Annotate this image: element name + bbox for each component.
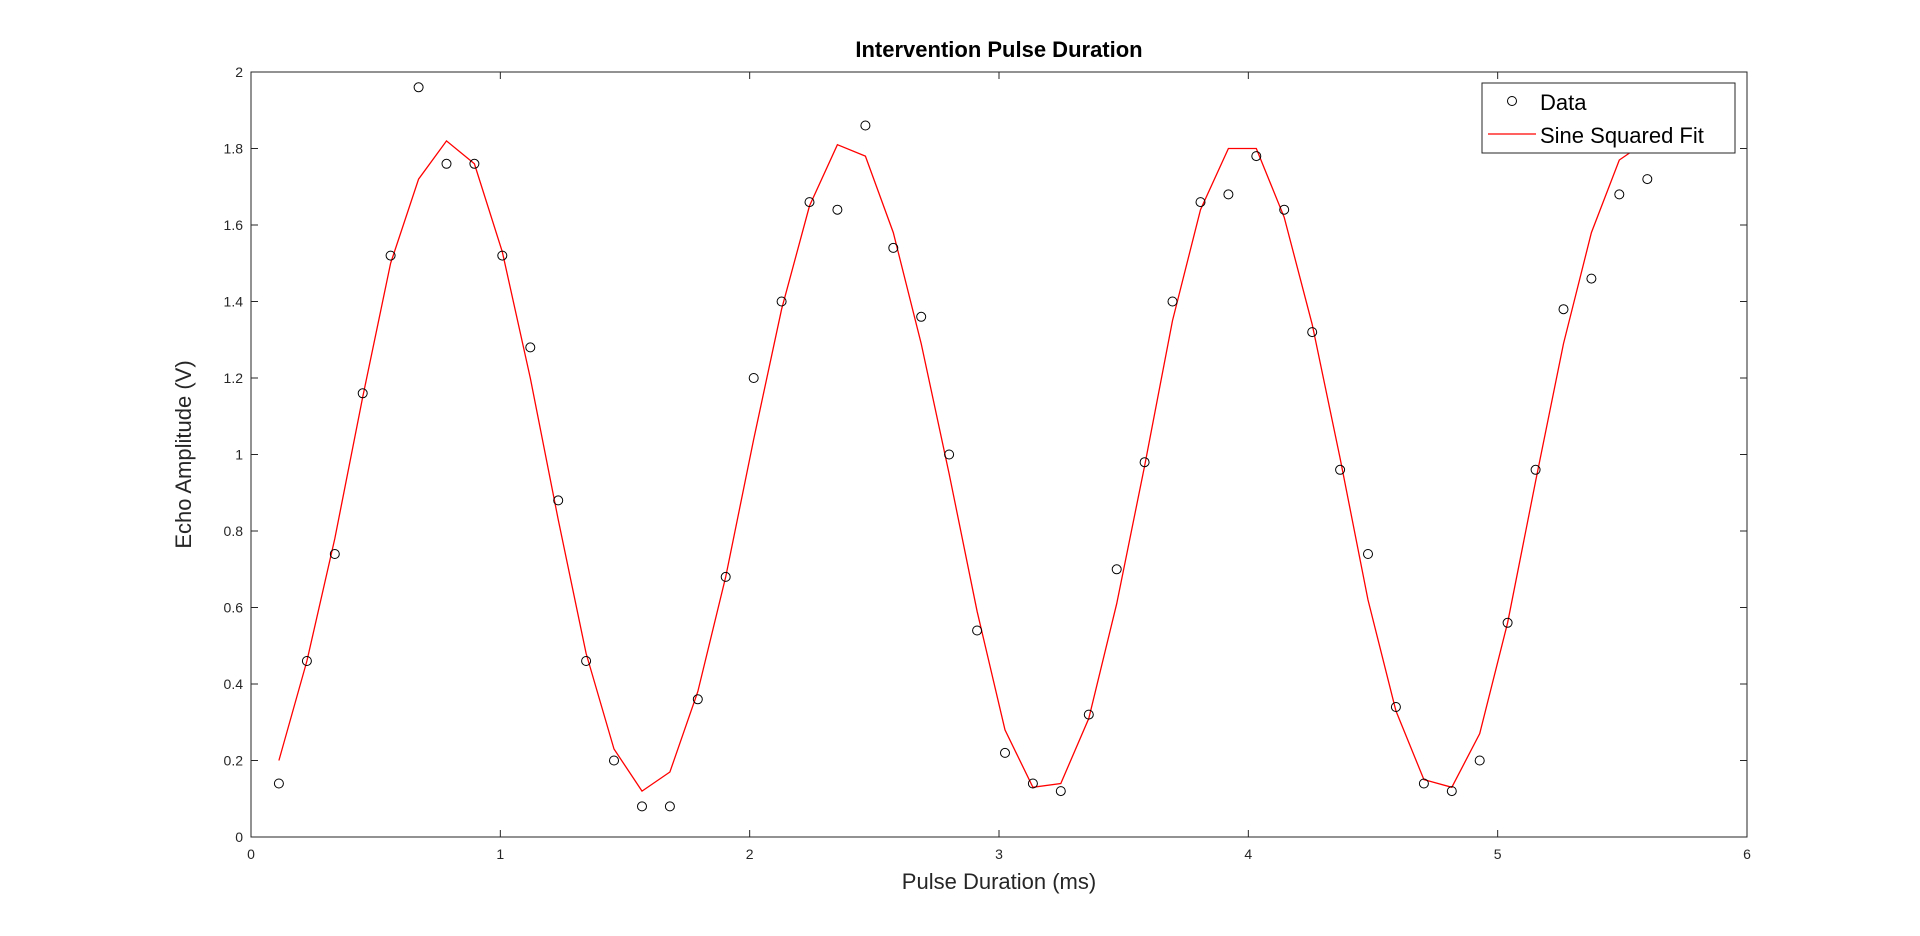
data-point xyxy=(1418,778,1429,789)
x-tick-label: 5 xyxy=(1494,846,1502,862)
y-tick-label: 0.4 xyxy=(224,676,244,692)
data-point xyxy=(888,242,899,253)
legend-label-data: Data xyxy=(1540,90,1587,115)
data-point xyxy=(1167,296,1178,307)
data-point xyxy=(1111,564,1122,575)
data-point xyxy=(1195,197,1206,208)
data-point xyxy=(1502,617,1513,628)
data-point xyxy=(497,250,508,261)
data-point xyxy=(1474,755,1485,766)
data-point xyxy=(944,449,955,460)
data-point xyxy=(664,801,675,812)
data-point xyxy=(1083,709,1094,720)
y-tick-label: 0.8 xyxy=(224,523,244,539)
data-point xyxy=(692,694,703,705)
y-tick-label: 0 xyxy=(235,829,243,845)
y-tick-label: 0.6 xyxy=(224,600,244,616)
x-tick-label: 0 xyxy=(247,846,255,862)
data-point xyxy=(1307,327,1318,338)
y-tick-label: 1.6 xyxy=(224,217,244,233)
data-point xyxy=(1335,464,1346,475)
fit-series xyxy=(278,139,1648,793)
data-point xyxy=(1251,151,1262,162)
data-point xyxy=(329,549,340,559)
y-tick-label: 1 xyxy=(235,447,243,463)
data-series xyxy=(273,82,1653,812)
data-point xyxy=(413,82,424,93)
x-tick-label: 1 xyxy=(496,846,504,862)
y-tick-label: 2 xyxy=(235,64,243,80)
data-point xyxy=(1614,189,1625,200)
data-point xyxy=(1055,786,1066,797)
data-point xyxy=(301,656,312,666)
data-point xyxy=(525,342,536,353)
y-tick-label: 1.8 xyxy=(224,141,244,157)
x-tick-label: 6 xyxy=(1743,846,1751,862)
data-point xyxy=(553,495,564,506)
legend: Data Sine Squared Fit xyxy=(1481,82,1736,154)
x-axis-title: Pulse Duration (ms) xyxy=(902,869,1096,894)
y-axis-ticks: 0 0.2 0.4 0.6 0.8 1 1.2 1.4 1.6 1.8 2 xyxy=(224,64,1747,845)
y-tick-label: 0.2 xyxy=(224,753,244,769)
chart-title: Intervention Pulse Duration xyxy=(855,37,1142,62)
x-tick-label: 2 xyxy=(746,846,754,862)
data-point xyxy=(1446,786,1457,797)
data-point xyxy=(1558,304,1569,315)
legend-marker-data xyxy=(1507,96,1517,106)
data-point xyxy=(1027,778,1038,789)
data-point xyxy=(804,197,815,208)
data-point xyxy=(832,204,843,215)
data-point xyxy=(385,250,396,261)
data-point xyxy=(1223,189,1234,200)
data-point xyxy=(776,296,787,307)
data-point xyxy=(860,120,871,131)
legend-label-fit: Sine Squared Fit xyxy=(1540,123,1704,148)
data-point xyxy=(1000,747,1010,758)
data-point xyxy=(1642,174,1653,185)
data-point xyxy=(1363,549,1373,559)
x-tick-label: 3 xyxy=(995,846,1003,862)
plot-area xyxy=(250,71,1748,838)
data-point xyxy=(441,158,452,169)
data-point xyxy=(748,373,759,383)
x-axis-ticks: 0 1 2 3 4 5 6 xyxy=(247,72,1751,862)
y-axis-title: Echo Amplitude (V) xyxy=(171,360,196,548)
data-point xyxy=(357,388,368,399)
fit-line xyxy=(278,139,1648,793)
x-tick-label: 4 xyxy=(1244,846,1252,862)
data-point xyxy=(637,801,647,812)
legend-box xyxy=(1481,82,1736,154)
y-tick-label: 1.2 xyxy=(224,370,244,386)
data-point xyxy=(273,778,284,789)
data-point xyxy=(469,158,480,169)
data-point xyxy=(1586,273,1597,284)
data-point xyxy=(1279,204,1290,215)
data-point xyxy=(916,311,927,322)
data-point xyxy=(1530,464,1541,475)
data-point xyxy=(581,656,592,666)
data-point xyxy=(1390,702,1401,712)
axes: 0 1 2 3 4 5 6 0 0.2 0.4 0.6 0.8 1 1.2 1.4 1.6 1.8 2 xyxy=(224,64,1752,862)
data-point xyxy=(609,755,619,766)
y-tick-label: 1.4 xyxy=(224,294,244,310)
data-point xyxy=(720,571,731,582)
data-point xyxy=(1139,457,1150,468)
data-point xyxy=(972,625,983,636)
